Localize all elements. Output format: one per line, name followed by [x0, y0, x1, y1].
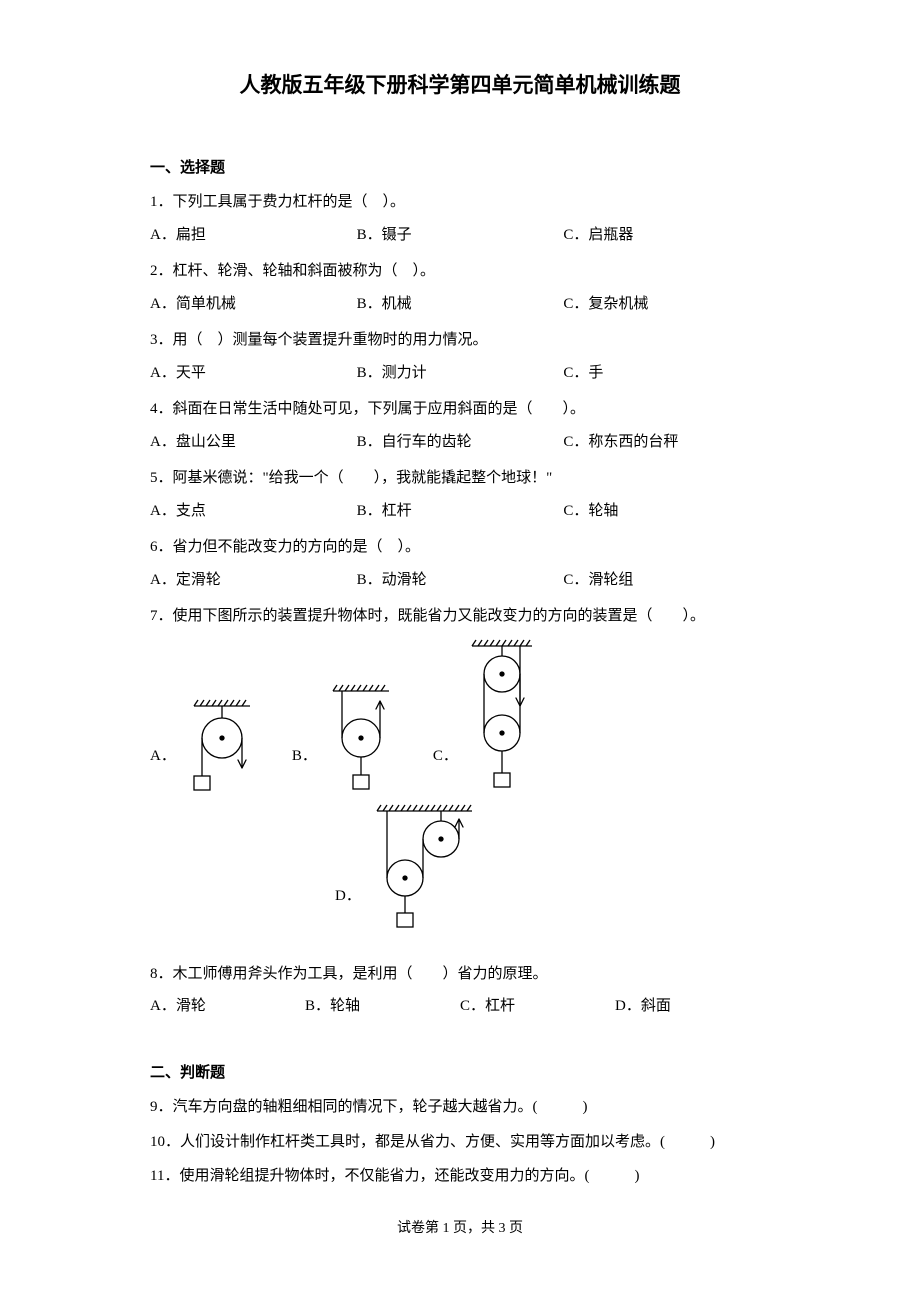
q8-text: 8．木工师傅用斧头作为工具，是利用（ ）省力的原理。 — [150, 963, 770, 986]
question-1: 1．下列工具属于费力杠杆的是（ ）。 A．扁担 B．镊子 C．启瓶器 — [150, 191, 770, 246]
q1-opt-a: A．扁担 — [150, 224, 357, 247]
q7-option-a: A． — [150, 698, 262, 793]
q2-text: 2．杠杆、轮滑、轮轴和斜面被称为（ ）。 — [150, 260, 770, 283]
q3-text: 3．用（ ）测量每个装置提升重物时的用力情况。 — [150, 329, 770, 352]
section-1-header: 一、选择题 — [150, 157, 770, 180]
q7-option-b: B． — [292, 683, 403, 793]
q4-opt-a: A．盘山公里 — [150, 431, 357, 454]
q7-label-c: C． — [433, 745, 458, 793]
pulley-a-icon — [182, 698, 262, 793]
q2-opt-b: B．机械 — [357, 293, 564, 316]
q5-text: 5．阿基米德说："给我一个（ ），我就能撬起整个地球！" — [150, 467, 770, 490]
q6-text: 6．省力但不能改变力的方向的是（ ）。 — [150, 536, 770, 559]
q7-option-d: D． — [335, 803, 482, 933]
q1-text: 1．下列工具属于费力杠杆的是（ ）。 — [150, 191, 770, 214]
q1-opt-c: C．启瓶器 — [563, 224, 770, 247]
q8-opt-a: A．滑轮 — [150, 995, 305, 1018]
question-10: 10．人们设计制作杠杆类工具时，都是从省力、方便、实用等方面加以考虑。( ) — [150, 1131, 770, 1154]
question-11: 11．使用滑轮组提升物体时，不仅能省力，还能改变用力的方向。( ) — [150, 1165, 770, 1188]
q7-label-b: B． — [292, 745, 317, 793]
q5-opt-a: A．支点 — [150, 500, 357, 523]
q4-text: 4．斜面在日常生活中随处可见，下列属于应用斜面的是（ ）。 — [150, 398, 770, 421]
pulley-b-icon — [323, 683, 403, 793]
question-5: 5．阿基米德说："给我一个（ ），我就能撬起整个地球！" A．支点 B．杠杆 C… — [150, 467, 770, 522]
q8-opt-c: C．杠杆 — [460, 995, 615, 1018]
pulley-c-icon — [464, 638, 544, 793]
q5-opt-b: B．杠杆 — [357, 500, 564, 523]
pulley-d-icon — [367, 803, 482, 933]
question-4: 4．斜面在日常生活中随处可见，下列属于应用斜面的是（ ）。 A．盘山公里 B．自… — [150, 398, 770, 453]
q8-opt-b: B．轮轴 — [305, 995, 460, 1018]
q7-label-a: A． — [150, 745, 176, 793]
page-title: 人教版五年级下册科学第四单元简单机械训练题 — [150, 70, 770, 102]
q2-opt-c: C．复杂机械 — [563, 293, 770, 316]
q1-opt-b: B．镊子 — [357, 224, 564, 247]
q5-opt-c: C．轮轴 — [563, 500, 770, 523]
page-footer: 试卷第 1 页，共 3 页 — [150, 1218, 770, 1239]
q3-opt-c: C．手 — [563, 362, 770, 385]
q2-opt-a: A．简单机械 — [150, 293, 357, 316]
question-3: 3．用（ ）测量每个装置提升重物时的用力情况。 A．天平 B．测力计 C．手 — [150, 329, 770, 384]
q6-opt-a: A．定滑轮 — [150, 569, 357, 592]
question-8: 8．木工师傅用斧头作为工具，是利用（ ）省力的原理。 A．滑轮 B．轮轴 C．杠… — [150, 963, 770, 1018]
question-7: 7．使用下图所示的装置提升物体时，既能省力又能改变力的方向的装置是（ ）。 A． — [150, 605, 770, 933]
question-6: 6．省力但不能改变力的方向的是（ ）。 A．定滑轮 B．动滑轮 C．滑轮组 — [150, 536, 770, 591]
question-9: 9．汽车方向盘的轴粗细相同的情况下，轮子越大越省力。( ) — [150, 1096, 770, 1119]
q6-opt-b: B．动滑轮 — [357, 569, 564, 592]
q8-opt-d: D．斜面 — [615, 995, 770, 1018]
q3-opt-b: B．测力计 — [357, 362, 564, 385]
section-2-header: 二、判断题 — [150, 1062, 770, 1085]
q6-opt-c: C．滑轮组 — [563, 569, 770, 592]
q4-opt-b: B．自行车的齿轮 — [357, 431, 564, 454]
q3-opt-a: A．天平 — [150, 362, 357, 385]
question-2: 2．杠杆、轮滑、轮轴和斜面被称为（ ）。 A．简单机械 B．机械 C．复杂机械 — [150, 260, 770, 315]
q7-text: 7．使用下图所示的装置提升物体时，既能省力又能改变力的方向的装置是（ ）。 — [150, 605, 770, 628]
q4-opt-c: C．称东西的台秤 — [563, 431, 770, 454]
q7-option-c: C． — [433, 638, 544, 793]
q7-label-d: D． — [335, 885, 361, 933]
